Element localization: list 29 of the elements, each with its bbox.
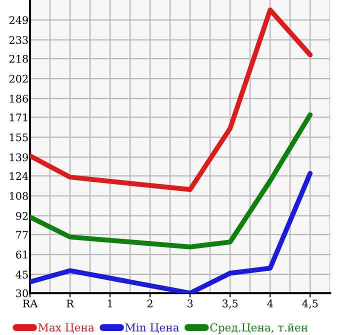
y-tick-label: 155 xyxy=(10,133,28,142)
legend-label: Max Цена xyxy=(38,323,94,334)
x-tick-label: 4,5 xyxy=(302,300,318,309)
y-tick-label: 171 xyxy=(10,113,28,122)
y-tick-label: 218 xyxy=(9,54,28,63)
y-tick-label: 77 xyxy=(16,230,28,238)
y-tick-label: 202 xyxy=(9,74,28,83)
y-tick-label: 30 xyxy=(16,289,28,298)
x-tick-label: 3,5 xyxy=(222,300,238,309)
x-tick-label: R xyxy=(66,300,74,308)
y-tick-label: 233 xyxy=(9,36,28,44)
y-tick-label: 249 xyxy=(9,16,28,24)
x-tick-label: 1 xyxy=(108,300,112,308)
legend-label: Min Цена xyxy=(125,323,180,334)
legend-label: Сред.Цена, т.йен xyxy=(210,323,308,334)
line-series xyxy=(30,112,313,250)
x-tick-label: RA xyxy=(22,300,38,308)
x-tick-label: 3 xyxy=(188,300,193,308)
y-tick-label: 108 xyxy=(10,192,28,200)
line-series xyxy=(30,170,313,294)
y-tick-label: 124 xyxy=(10,172,28,180)
y-tick-label: 139 xyxy=(10,153,28,162)
y-tick-label: 186 xyxy=(10,94,28,103)
x-tick-label: 4 xyxy=(267,300,273,308)
line-series xyxy=(30,8,313,192)
y-tick-label: 61 xyxy=(16,250,28,259)
y-tick-label: 92 xyxy=(16,212,28,220)
y-tick-label: 45 xyxy=(16,270,28,279)
x-tick-label: 2 xyxy=(147,300,152,308)
